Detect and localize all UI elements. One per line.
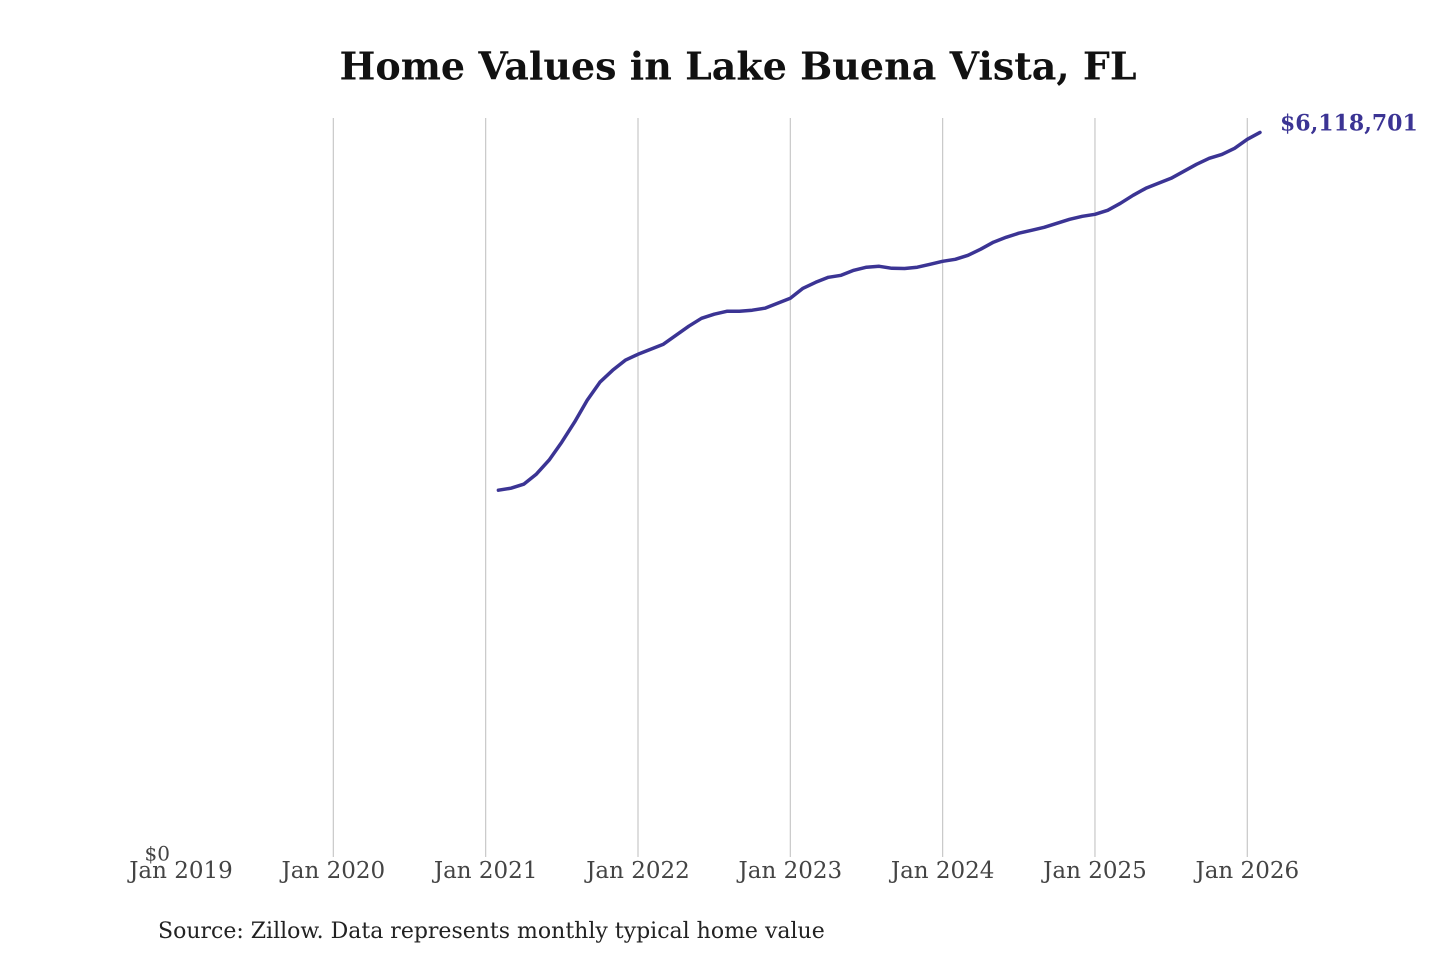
x-tick-label: Jan 2023 <box>737 858 843 884</box>
x-tick-label: Jan 2020 <box>280 858 386 884</box>
x-tick-label: Jan 2022 <box>584 858 690 884</box>
x-tick-label: Jan 2026 <box>1194 858 1300 884</box>
x-tick-label: Jan 2025 <box>1041 858 1147 884</box>
value-label: $6,118,701 <box>1280 110 1418 136</box>
chart-title: Home Values in Lake Buena Vista, FL <box>339 44 1136 89</box>
y-tick-label: $0 <box>145 842 170 866</box>
line-series <box>496 130 1262 492</box>
x-tick-label: Jan 2024 <box>889 858 995 884</box>
x-tick-label: Jan 2021 <box>432 858 538 884</box>
source-note: Source: Zillow. Data represents monthly … <box>158 919 825 944</box>
x-tick-label: Jan 2019 <box>127 858 233 884</box>
